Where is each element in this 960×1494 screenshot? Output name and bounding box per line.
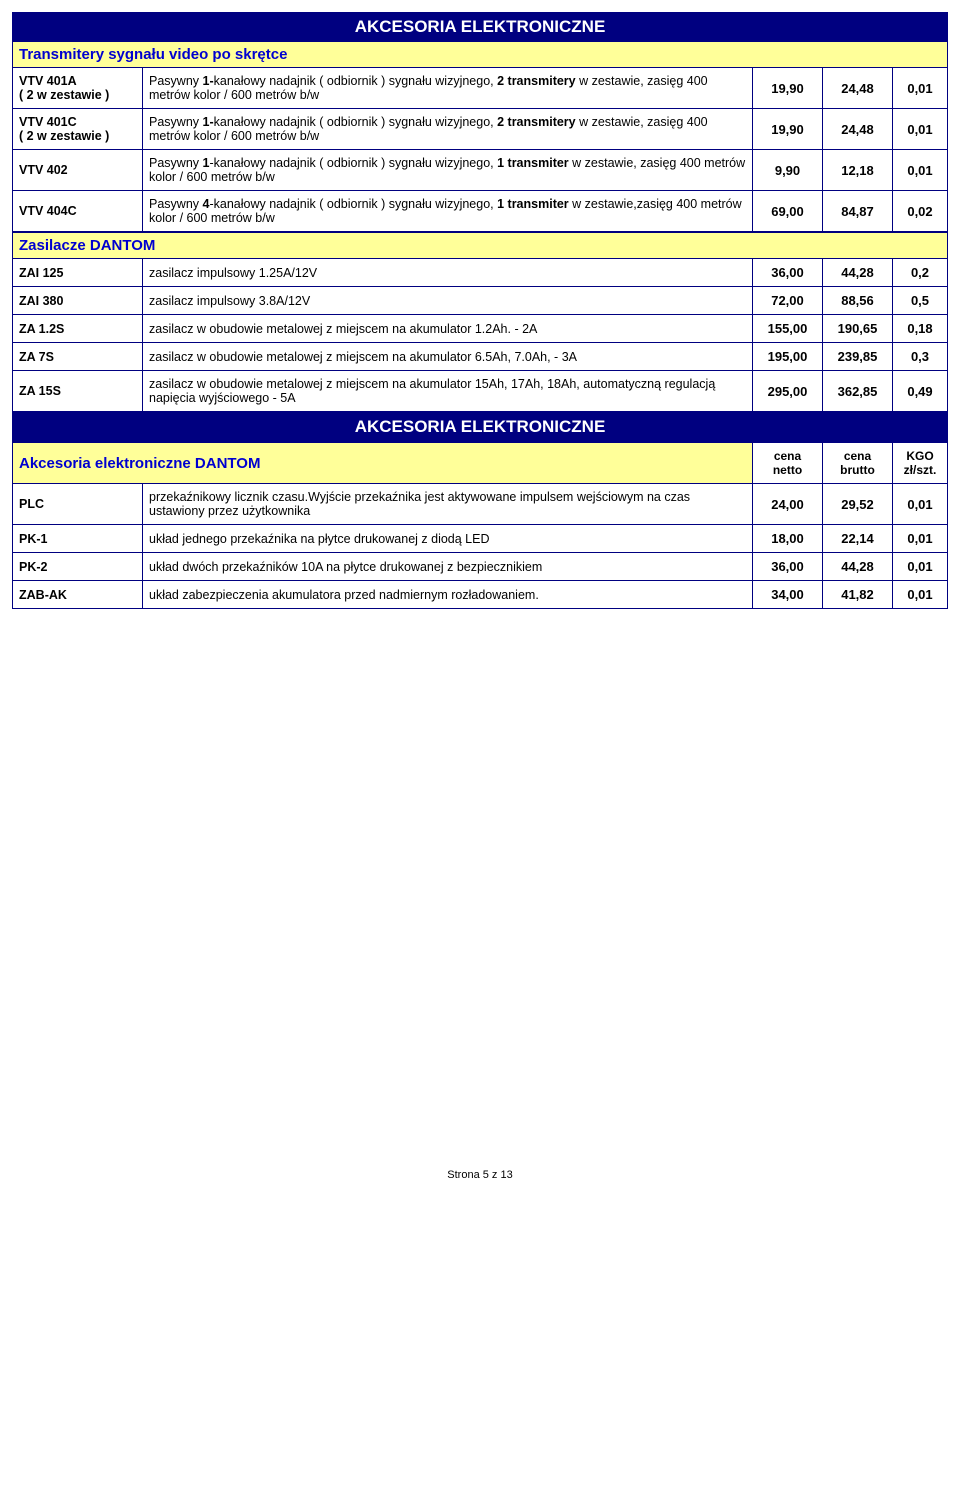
- kgo-value: 0,01: [893, 525, 948, 553]
- price-net: 36,00: [753, 553, 823, 581]
- price-net: 155,00: [753, 315, 823, 343]
- kgo-value: 0,01: [893, 109, 948, 150]
- table-row: ZAI 125zasilacz impulsowy 1.25A/12V36,00…: [13, 259, 948, 287]
- price-net: 195,00: [753, 343, 823, 371]
- price-gross: 24,48: [823, 109, 893, 150]
- section3-table: Akcesoria elektroniczne DANTOM cena nett…: [12, 442, 948, 609]
- price-net: 34,00: [753, 581, 823, 609]
- product-code: VTV 401C( 2 w zestawie ): [13, 109, 143, 150]
- kgo-value: 0,01: [893, 484, 948, 525]
- table-row: ZA 1.2Szasilacz w obudowie metalowej z m…: [13, 315, 948, 343]
- price-gross: 44,28: [823, 553, 893, 581]
- price-gross: 84,87: [823, 191, 893, 232]
- table-row: ZA 15Szasilacz w obudowie metalowej z mi…: [13, 371, 948, 412]
- product-desc: zasilacz w obudowie metalowej z miejscem…: [143, 371, 753, 412]
- product-code: ZA 15S: [13, 371, 143, 412]
- price-gross: 29,52: [823, 484, 893, 525]
- kgo-value: 0,49: [893, 371, 948, 412]
- section2-table: ZAI 125zasilacz impulsowy 1.25A/12V36,00…: [12, 258, 948, 412]
- product-desc: przekaźnikowy licznik czasu.Wyjście prze…: [143, 484, 753, 525]
- price-net: 24,00: [753, 484, 823, 525]
- price-gross: 362,85: [823, 371, 893, 412]
- table-row: PLCprzekaźnikowy licznik czasu.Wyjście p…: [13, 484, 948, 525]
- page-footer: Strona 5 z 13: [12, 1169, 948, 1181]
- table-row: PK-1układ jednego przekaźnika na płytce …: [13, 525, 948, 553]
- section-banner-1: AKCESORIA ELEKTRONICZNE: [12, 12, 948, 42]
- table-row: PK-2układ dwóch przekaźników 10A na płyt…: [13, 553, 948, 581]
- hdr-kgo: KGO zł/szt.: [893, 443, 948, 484]
- kgo-value: 0,5: [893, 287, 948, 315]
- product-code: VTV 402: [13, 150, 143, 191]
- kgo-value: 0,01: [893, 581, 948, 609]
- price-gross: 44,28: [823, 259, 893, 287]
- price-net: 9,90: [753, 150, 823, 191]
- product-code: ZAB-AK: [13, 581, 143, 609]
- table-row: VTV 401A( 2 w zestawie )Pasywny 1-kanało…: [13, 68, 948, 109]
- section3-header-row: Akcesoria elektroniczne DANTOM cena nett…: [13, 443, 948, 484]
- table-row: ZAI 380zasilacz impulsowy 3.8A/12V72,008…: [13, 287, 948, 315]
- table-row: VTV 404CPasywny 4-kanałowy nadajnik ( od…: [13, 191, 948, 232]
- product-desc: zasilacz impulsowy 3.8A/12V: [143, 287, 753, 315]
- section-banner-2: AKCESORIA ELEKTRONICZNE: [12, 412, 948, 442]
- product-desc: Pasywny 1-kanałowy nadajnik ( odbiornik …: [143, 150, 753, 191]
- price-gross: 239,85: [823, 343, 893, 371]
- price-net: 19,90: [753, 68, 823, 109]
- product-desc: zasilacz w obudowie metalowej z miejscem…: [143, 315, 753, 343]
- section2-title: Zasilacze DANTOM: [12, 232, 948, 258]
- price-gross: 24,48: [823, 68, 893, 109]
- product-desc: Pasywny 4-kanałowy nadajnik ( odbiornik …: [143, 191, 753, 232]
- product-code: PK-2: [13, 553, 143, 581]
- price-gross: 88,56: [823, 287, 893, 315]
- table-row: VTV 402Pasywny 1-kanałowy nadajnik ( odb…: [13, 150, 948, 191]
- section3-title: Akcesoria elektroniczne DANTOM: [13, 443, 753, 484]
- price-gross: 190,65: [823, 315, 893, 343]
- kgo-value: 0,3: [893, 343, 948, 371]
- product-desc: układ dwóch przekaźników 10A na płytce d…: [143, 553, 753, 581]
- price-gross: 41,82: [823, 581, 893, 609]
- price-gross: 12,18: [823, 150, 893, 191]
- table-row: VTV 401C( 2 w zestawie )Pasywny 1-kanało…: [13, 109, 948, 150]
- price-net: 295,00: [753, 371, 823, 412]
- product-code: VTV 404C: [13, 191, 143, 232]
- product-desc: Pasywny 1-kanałowy nadajnik ( odbiornik …: [143, 109, 753, 150]
- product-desc: układ zabezpieczenia akumulatora przed n…: [143, 581, 753, 609]
- hdr-cena-brutto: cena brutto: [823, 443, 893, 484]
- kgo-value: 0,02: [893, 191, 948, 232]
- kgo-value: 0,01: [893, 68, 948, 109]
- table-row: ZAB-AKukład zabezpieczenia akumulatora p…: [13, 581, 948, 609]
- price-net: 69,00: [753, 191, 823, 232]
- product-code: ZAI 380: [13, 287, 143, 315]
- kgo-value: 0,18: [893, 315, 948, 343]
- price-net: 36,00: [753, 259, 823, 287]
- section1-title: Transmitery sygnału video po skrętce: [12, 42, 948, 67]
- product-desc: zasilacz w obudowie metalowej z miejscem…: [143, 343, 753, 371]
- kgo-value: 0,2: [893, 259, 948, 287]
- product-code: ZAI 125: [13, 259, 143, 287]
- product-desc: układ jednego przekaźnika na płytce druk…: [143, 525, 753, 553]
- hdr-cena-netto: cena netto: [753, 443, 823, 484]
- section1-table: VTV 401A( 2 w zestawie )Pasywny 1-kanało…: [12, 67, 948, 232]
- price-net: 72,00: [753, 287, 823, 315]
- product-desc: zasilacz impulsowy 1.25A/12V: [143, 259, 753, 287]
- kgo-value: 0,01: [893, 553, 948, 581]
- product-desc: Pasywny 1-kanałowy nadajnik ( odbiornik …: [143, 68, 753, 109]
- product-code: ZA 7S: [13, 343, 143, 371]
- product-code: VTV 401A( 2 w zestawie ): [13, 68, 143, 109]
- price-gross: 22,14: [823, 525, 893, 553]
- price-net: 18,00: [753, 525, 823, 553]
- product-code: PK-1: [13, 525, 143, 553]
- price-net: 19,90: [753, 109, 823, 150]
- table-row: ZA 7Szasilacz w obudowie metalowej z mie…: [13, 343, 948, 371]
- kgo-value: 0,01: [893, 150, 948, 191]
- product-code: PLC: [13, 484, 143, 525]
- product-code: ZA 1.2S: [13, 315, 143, 343]
